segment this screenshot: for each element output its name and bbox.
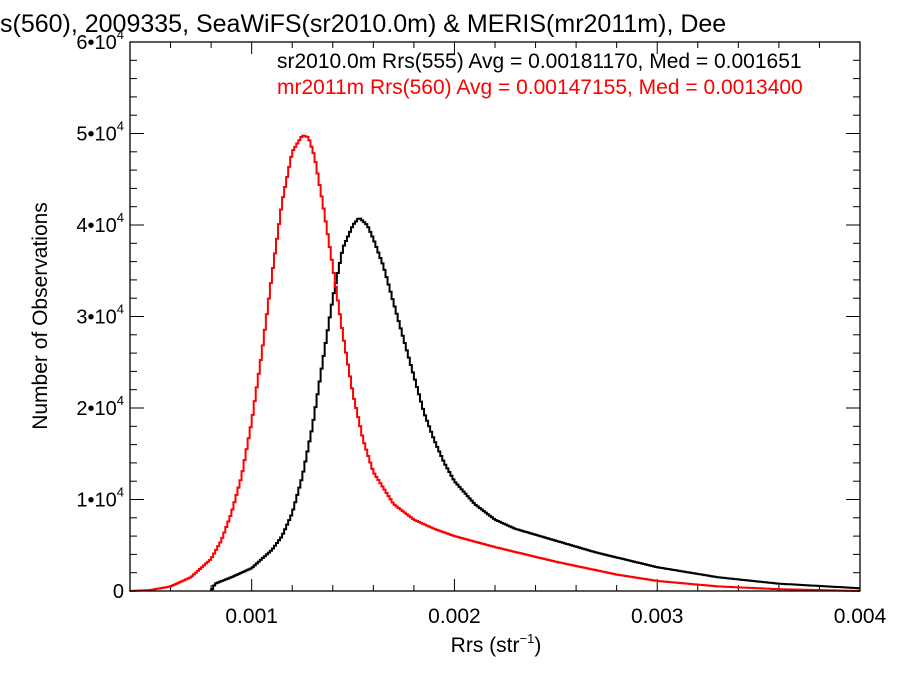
x-axis-label-sup: −1 xyxy=(520,631,535,646)
x-tick-label: 0.003 xyxy=(631,605,684,628)
y-tick-mantissa: 1•10 xyxy=(76,490,116,512)
plot-frame xyxy=(129,41,861,592)
series-line-sr2010 xyxy=(210,217,860,591)
y-tick-mantissa: 0 xyxy=(113,581,124,603)
x-tick-label: 0.001 xyxy=(225,605,278,628)
y-tick-label: 0 xyxy=(113,581,124,603)
y-tick-label: 5•104 xyxy=(76,119,124,146)
y-tick-mantissa: 3•10 xyxy=(76,307,116,329)
y-tick-mantissa: 5•10 xyxy=(76,124,116,146)
y-tick-exponent: 4 xyxy=(117,393,124,408)
y-tick-exponent: 4 xyxy=(117,485,124,500)
y-tick-label: 1•104 xyxy=(76,485,124,512)
y-tick-label: 6•104 xyxy=(76,27,124,54)
legend-entry-sr2010: sr2010.0m Rrs(555) Avg = 0.00181170, Med… xyxy=(277,50,802,73)
x-tick-label: 0.002 xyxy=(428,605,481,628)
chart-title: s(560), 2009335, SeaWiFS(sr2010.0m) & ME… xyxy=(0,10,726,38)
tick-labels: 0.001 0.002 0.003 0.00401•1042•1043•1044•10… xyxy=(76,27,886,628)
axis-ticks xyxy=(129,41,861,592)
y-tick-mantissa: 2•10 xyxy=(76,398,116,420)
y-axis-label: Number of Observations xyxy=(29,202,52,430)
x-axis-label-close: ) xyxy=(534,634,541,657)
y-tick-exponent: 4 xyxy=(117,210,124,225)
series-line-mr2011 xyxy=(129,134,860,592)
legend-entry-mr2011: mr2011m Rrs(560) Avg = 0.00147155, Med =… xyxy=(277,76,803,99)
series-group xyxy=(129,134,860,592)
y-tick-label: 4•104 xyxy=(76,210,124,237)
y-tick-mantissa: 4•10 xyxy=(76,215,116,237)
y-tick-mantissa: 6•10 xyxy=(76,32,116,54)
y-tick-exponent: 4 xyxy=(117,119,124,134)
y-tick-label: 3•104 xyxy=(76,302,124,329)
y-tick-exponent: 4 xyxy=(117,27,124,42)
y-tick-label: 2•104 xyxy=(76,393,124,420)
y-tick-exponent: 4 xyxy=(117,302,124,317)
x-axis-label: Rrs (str−1) xyxy=(451,631,542,657)
x-axis-label-main: Rrs (str xyxy=(451,634,520,657)
x-tick-label: 0.004 xyxy=(834,605,887,628)
